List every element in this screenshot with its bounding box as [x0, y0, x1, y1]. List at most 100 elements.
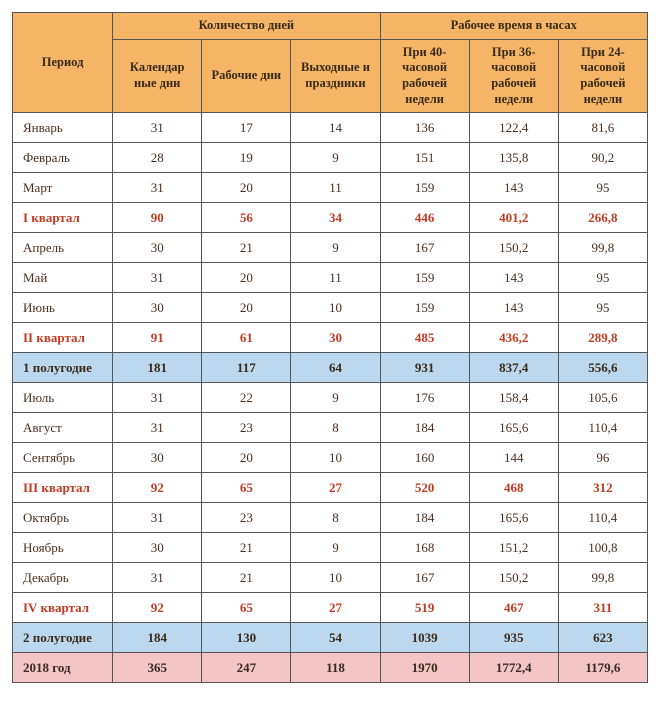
period: Апрель	[13, 233, 113, 263]
cell-h40: 167	[380, 563, 469, 593]
cell-h40: 931	[380, 353, 469, 383]
cell-calendar: 30	[113, 293, 202, 323]
cell-work: 21	[202, 233, 291, 263]
header-group-days: Количество дней	[113, 13, 380, 40]
period: 2 полугодие	[13, 623, 113, 653]
cell-h36: 401,2	[469, 203, 558, 233]
table-row: 2 полугодие184130541039935623	[13, 623, 648, 653]
cell-calendar: 31	[113, 413, 202, 443]
header-work-days: Рабочие дни	[202, 39, 291, 113]
table-row: Июль31229176158,4105,6	[13, 383, 648, 413]
cell-work: 17	[202, 113, 291, 143]
cell-off: 27	[291, 593, 380, 623]
period: Июль	[13, 383, 113, 413]
cell-h40: 159	[380, 293, 469, 323]
cell-off: 54	[291, 623, 380, 653]
cell-h40: 159	[380, 173, 469, 203]
header-group-hours: Рабочее время в часах	[380, 13, 647, 40]
cell-off: 10	[291, 293, 380, 323]
table-row: III квартал926527520468312	[13, 473, 648, 503]
table-row: Февраль28199151135,890,2	[13, 143, 648, 173]
table-row: II квартал916130485436,2289,8	[13, 323, 648, 353]
cell-work: 20	[202, 443, 291, 473]
period: Февраль	[13, 143, 113, 173]
cell-h36: 150,2	[469, 563, 558, 593]
cell-h40: 168	[380, 533, 469, 563]
cell-work: 130	[202, 623, 291, 653]
cell-calendar: 31	[113, 173, 202, 203]
cell-work: 65	[202, 593, 291, 623]
table-row: Июнь30201015914395	[13, 293, 648, 323]
cell-off: 9	[291, 143, 380, 173]
table-body: Январь311714136122,481,6Февраль281991511…	[13, 113, 648, 683]
cell-calendar: 31	[113, 113, 202, 143]
cell-off: 9	[291, 533, 380, 563]
cell-calendar: 181	[113, 353, 202, 383]
cell-h40: 1039	[380, 623, 469, 653]
cell-work: 20	[202, 263, 291, 293]
cell-h40: 160	[380, 443, 469, 473]
cell-calendar: 30	[113, 533, 202, 563]
cell-off: 9	[291, 233, 380, 263]
cell-work: 23	[202, 503, 291, 533]
cell-h36: 468	[469, 473, 558, 503]
cell-h36: 135,8	[469, 143, 558, 173]
cell-off: 10	[291, 563, 380, 593]
period: Декабрь	[13, 563, 113, 593]
cell-h36: 935	[469, 623, 558, 653]
cell-work: 23	[202, 413, 291, 443]
period: 2018 год	[13, 653, 113, 683]
cell-off: 14	[291, 113, 380, 143]
cell-h24: 289,8	[558, 323, 647, 353]
cell-calendar: 184	[113, 623, 202, 653]
cell-h24: 100,8	[558, 533, 647, 563]
cell-off: 9	[291, 383, 380, 413]
cell-work: 22	[202, 383, 291, 413]
cell-h24: 312	[558, 473, 647, 503]
header-24h: При 24- часовой рабочей недели	[558, 39, 647, 113]
cell-h40: 446	[380, 203, 469, 233]
period: Сентябрь	[13, 443, 113, 473]
cell-h36: 1772,4	[469, 653, 558, 683]
calendar-table: Период Количество дней Рабочее время в ч…	[12, 12, 648, 683]
cell-h24: 99,8	[558, 233, 647, 263]
period: 1 полугодие	[13, 353, 113, 383]
cell-work: 117	[202, 353, 291, 383]
table-row: Январь311714136122,481,6	[13, 113, 648, 143]
cell-calendar: 30	[113, 233, 202, 263]
cell-off: 118	[291, 653, 380, 683]
cell-h40: 136	[380, 113, 469, 143]
cell-h24: 90,2	[558, 143, 647, 173]
cell-h24: 81,6	[558, 113, 647, 143]
cell-work: 56	[202, 203, 291, 233]
cell-h36: 158,4	[469, 383, 558, 413]
table-row: 1 полугодие18111764931837,4556,6	[13, 353, 648, 383]
cell-h40: 519	[380, 593, 469, 623]
cell-h24: 266,8	[558, 203, 647, 233]
cell-work: 19	[202, 143, 291, 173]
cell-h40: 1970	[380, 653, 469, 683]
table-row: Апрель30219167150,299,8	[13, 233, 648, 263]
cell-h40: 520	[380, 473, 469, 503]
table-head: Период Количество дней Рабочее время в ч…	[13, 13, 648, 113]
cell-h24: 105,6	[558, 383, 647, 413]
cell-h24: 110,4	[558, 413, 647, 443]
period: Октябрь	[13, 503, 113, 533]
cell-h36: 150,2	[469, 233, 558, 263]
cell-work: 65	[202, 473, 291, 503]
cell-h40: 159	[380, 263, 469, 293]
cell-calendar: 92	[113, 473, 202, 503]
cell-calendar: 90	[113, 203, 202, 233]
cell-h24: 110,4	[558, 503, 647, 533]
cell-off: 8	[291, 503, 380, 533]
period: Январь	[13, 113, 113, 143]
table-row: Октябрь31238184165,6110,4	[13, 503, 648, 533]
period: I квартал	[13, 203, 113, 233]
period: Май	[13, 263, 113, 293]
period: Август	[13, 413, 113, 443]
cell-h24: 556,6	[558, 353, 647, 383]
cell-work: 20	[202, 173, 291, 203]
period: III квартал	[13, 473, 113, 503]
cell-h36: 143	[469, 263, 558, 293]
cell-off: 64	[291, 353, 380, 383]
